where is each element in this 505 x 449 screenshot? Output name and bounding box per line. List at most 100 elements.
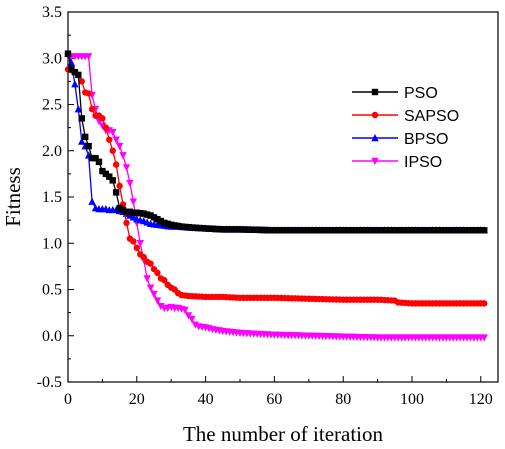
data-point-ipso	[480, 334, 488, 342]
data-point-pso	[319, 227, 326, 234]
data-point-pso	[240, 226, 247, 233]
data-point-bpso	[88, 197, 96, 205]
data-point-pso	[446, 227, 454, 234]
data-point-pso	[429, 227, 436, 234]
data-point-pso	[346, 227, 354, 234]
y-tick-label: 0.5	[42, 282, 62, 299]
y-tick-label: -0.5	[37, 374, 62, 391]
y-tick-label: 2.0	[42, 143, 62, 160]
x-tick-label: 20	[129, 391, 145, 408]
data-point-pso	[467, 227, 474, 234]
data-point-pso	[470, 227, 478, 234]
data-point-pso	[350, 227, 357, 234]
legend: PSO SAPSO BPSO IPSO	[352, 85, 459, 171]
data-point-pso	[82, 133, 89, 141]
data-point-pso	[154, 216, 161, 223]
data-point-pso	[278, 227, 285, 234]
data-point-pso	[75, 71, 82, 79]
data-point-pso	[298, 227, 306, 234]
data-point-pso	[295, 227, 302, 234]
y-tick-label: 3.0	[42, 50, 62, 67]
data-point-pso	[398, 227, 405, 234]
legend-marker-bpso	[371, 134, 379, 142]
data-point-sapso	[481, 300, 488, 307]
data-point-pso	[116, 204, 123, 212]
data-point-pso	[353, 227, 361, 234]
legend-marker-pso	[371, 88, 379, 96]
axis-ticks: 0 20 40 60 80 100 120 -0.5 0.0 0.5 1.0 1.5 2.0 2.5 3.0…	[37, 4, 493, 408]
data-point-bpso	[74, 105, 83, 113]
data-point-sapso	[147, 260, 154, 267]
data-point-ipso	[122, 164, 131, 172]
data-point-pso	[133, 209, 140, 216]
data-point-pso	[443, 227, 450, 234]
data-point-pso	[157, 217, 165, 225]
data-point-sapso	[102, 124, 110, 131]
x-tick-label: 60	[266, 391, 282, 408]
x-axis-label: The number of iteration	[183, 422, 384, 446]
data-point-pso	[391, 227, 398, 234]
data-point-ipso	[136, 240, 144, 248]
data-point-pso	[267, 227, 275, 234]
data-point-pso	[305, 227, 312, 234]
data-point-pso	[143, 211, 151, 218]
series-sapso	[64, 66, 488, 307]
legend-item-sapso: SAPSO	[352, 108, 459, 125]
data-point-pso	[408, 227, 416, 234]
data-point-pso	[126, 208, 134, 215]
data-point-pso	[419, 227, 426, 234]
data-point-ipso	[146, 284, 155, 292]
data-point-pso	[401, 227, 409, 234]
data-point-pso	[405, 227, 412, 234]
data-point-pso	[322, 227, 330, 234]
data-point-pso	[95, 158, 103, 166]
data-point-pso	[395, 227, 402, 234]
series-pso	[64, 50, 488, 234]
data-point-ipso	[184, 312, 193, 320]
legend-label-bpso: BPSO	[404, 131, 448, 148]
data-point-pso	[178, 223, 185, 230]
data-point-pso	[181, 223, 189, 231]
data-point-pso	[216, 225, 223, 233]
data-point-pso	[291, 227, 299, 234]
data-point-pso	[481, 227, 488, 234]
data-point-pso	[171, 222, 178, 229]
data-point-pso	[198, 225, 206, 232]
data-point-pso	[474, 227, 481, 234]
data-point-pso	[477, 227, 484, 234]
data-point-pso	[236, 226, 244, 233]
data-point-pso	[315, 227, 323, 234]
legend-label-sapso: SAPSO	[404, 108, 459, 125]
y-tick-label: 1.5	[42, 189, 62, 206]
data-point-pso	[185, 224, 192, 231]
data-point-pso	[415, 227, 423, 234]
data-point-pso	[64, 50, 72, 57]
data-point-pso	[432, 227, 440, 234]
data-point-pso	[384, 227, 392, 234]
data-point-pso	[168, 221, 175, 228]
data-point-pso	[147, 212, 154, 219]
y-tick-label: 1.0	[42, 235, 62, 252]
legend-marker-ipso	[371, 157, 379, 165]
data-point-pso	[264, 226, 271, 234]
data-point-bpso	[67, 58, 76, 67]
data-point-pso	[161, 219, 168, 227]
data-point-pso	[312, 227, 319, 234]
data-point-pso	[88, 154, 96, 162]
data-point-pso	[374, 227, 381, 234]
data-point-pso	[140, 210, 147, 217]
legend-label-pso: PSO	[404, 85, 438, 102]
data-point-pso	[343, 227, 350, 234]
data-point-ipso	[157, 302, 165, 311]
data-point-pso	[357, 227, 364, 234]
data-point-sapso	[154, 269, 161, 277]
data-point-pso	[137, 209, 144, 217]
data-point-pso	[71, 68, 79, 76]
data-point-pso	[257, 226, 264, 234]
data-point-ipso	[150, 290, 158, 299]
data-point-ipso	[115, 142, 124, 151]
data-point-pso	[212, 225, 220, 233]
data-point-pso	[233, 226, 240, 233]
data-point-ipso	[153, 297, 162, 305]
data-point-pso	[223, 226, 230, 233]
